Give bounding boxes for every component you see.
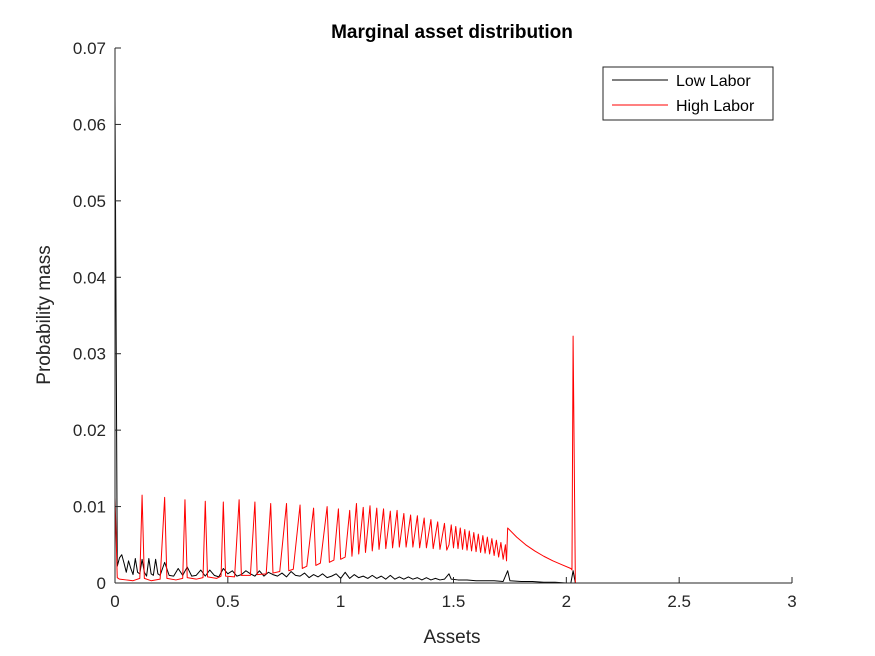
legend: Low Labor High Labor [602,66,774,121]
series-line-high-labor [114,335,792,584]
legend-box [602,66,774,121]
y-tick-label: 0 [97,574,106,593]
y-tick-label: 0.02 [73,421,106,440]
x-axis-label: Assets [423,627,480,648]
chart-title: Marginal asset distribution [331,22,573,43]
legend-label-low-labor: Low Labor [676,73,751,90]
legend-label-high-labor: High Labor [676,98,755,115]
y-tick-label: 0.04 [73,268,106,287]
x-tick-label: 1 [336,592,345,611]
y-axis-label: Probability mass [34,245,55,384]
axes-layer: 0 0.5 1 1.5 2 2.5 3 0 0.01 0.02 0.03 0.04 0.05 0.06 0.… [73,39,797,611]
x-tick-label: 1.5 [442,592,466,611]
series-layer [114,96,792,584]
x-tick-label: 2 [562,592,571,611]
series-line-low-labor [114,96,792,584]
x-tick-label: 0 [110,592,119,611]
y-tick-label: 0.07 [73,39,106,58]
y-tick-label: 0.01 [73,498,106,517]
y-tick-label: 0.05 [73,192,106,211]
x-tick-label: 3 [787,592,796,611]
x-tick-label: 2.5 [667,592,691,611]
y-tick-label: 0.06 [73,115,106,134]
y-tick-label: 0.03 [73,345,106,364]
x-tick-label: 0.5 [216,592,240,611]
plot-area: 0 0.5 1 1.5 2 2.5 3 0 0.01 0.02 0.03 0.04 0.05 0.06 0.… [73,39,797,611]
